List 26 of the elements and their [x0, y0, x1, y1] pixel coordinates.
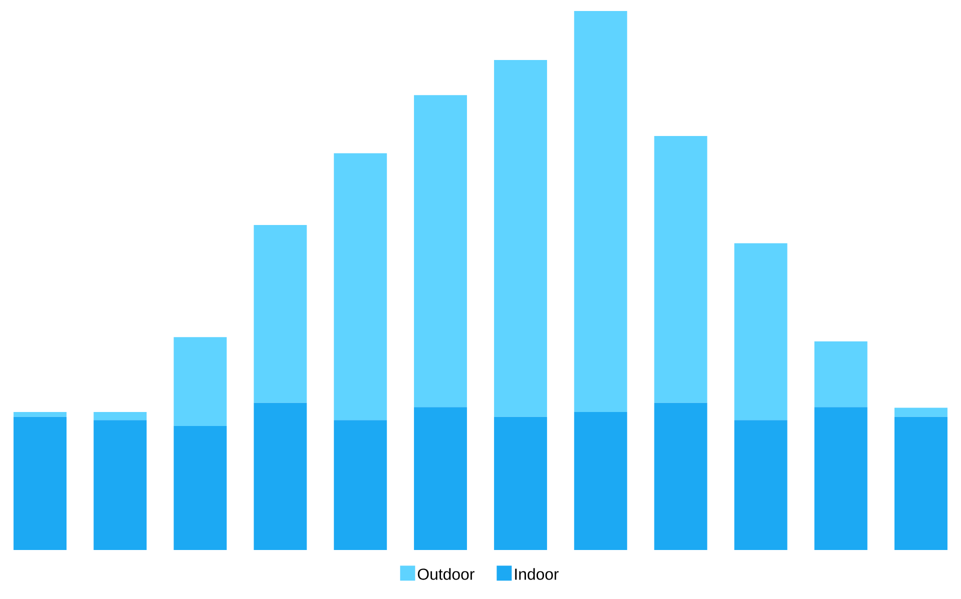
bar [894, 416, 948, 550]
bar [94, 412, 147, 420]
bar [334, 153, 387, 420]
bar [334, 420, 387, 550]
bar [94, 420, 147, 550]
bar [574, 412, 628, 550]
bar [254, 224, 307, 403]
bar [14, 412, 67, 417]
legend-label: Outdoor [418, 568, 474, 580]
bar [254, 402, 307, 550]
bar [894, 408, 948, 417]
bar [814, 341, 868, 408]
bar [654, 136, 708, 403]
legend-label: Indoor [515, 568, 559, 580]
bar [734, 420, 788, 550]
bar [174, 426, 227, 550]
bar [414, 407, 467, 550]
bar [494, 416, 548, 550]
bar [734, 243, 788, 420]
bar [654, 402, 708, 550]
bar [574, 10, 628, 412]
bar [814, 407, 868, 550]
bar [414, 95, 467, 408]
bar [14, 416, 67, 550]
bar [494, 60, 548, 417]
bar [174, 337, 227, 426]
